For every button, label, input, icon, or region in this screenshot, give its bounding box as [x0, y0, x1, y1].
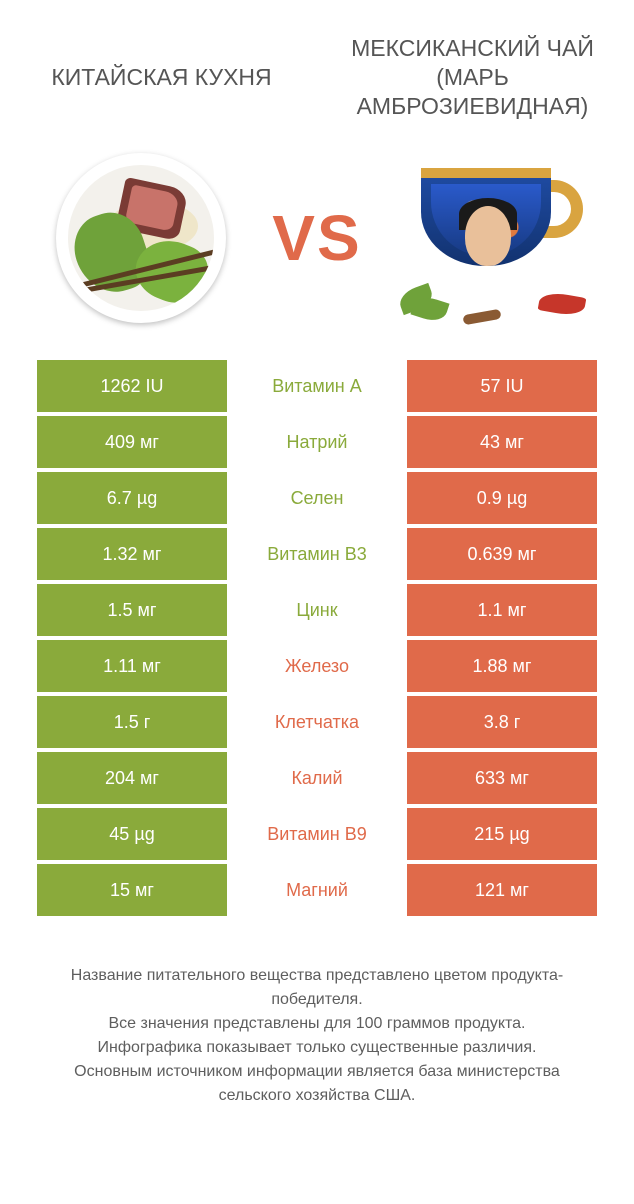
left-value-cell: 6.7 µg [37, 472, 227, 524]
table-row: 204 мгКалий633 мг [37, 752, 597, 808]
footer-line: Инфографика показывает только существенн… [37, 1036, 597, 1060]
nutrient-name-cell: Магний [227, 864, 407, 916]
nutrient-name-cell: Клетчатка [227, 696, 407, 748]
footer-line: Основным источником информации является … [37, 1060, 597, 1108]
left-value-cell: 1.11 мг [37, 640, 227, 692]
left-value-cell: 15 мг [37, 864, 227, 916]
table-row: 1.5 гКлетчатка3.8 г [37, 696, 597, 752]
right-value-cell: 0.639 мг [407, 528, 597, 580]
nutrient-name-cell: Селен [227, 472, 407, 524]
table-row: 1.32 мгВитамин B30.639 мг [37, 528, 597, 584]
nutrient-name-cell: Калий [227, 752, 407, 804]
right-value-cell: 215 µg [407, 808, 597, 860]
food-left-title: КИТАЙСКАЯ КУХНЯ [18, 63, 305, 92]
left-value-cell: 45 µg [37, 808, 227, 860]
nutrient-name-cell: Цинк [227, 584, 407, 636]
comparison-table: 1262 IUВитамин A57 IU409 мгНатрий43 мг6.… [37, 360, 597, 920]
nutrient-name-cell: Железо [227, 640, 407, 692]
right-value-cell: 57 IU [407, 360, 597, 412]
footer-line: Название питательного вещества представл… [37, 964, 597, 1012]
food-left-image [51, 148, 231, 328]
cup-icon [403, 158, 583, 318]
right-value-cell: 121 мг [407, 864, 597, 916]
infographic-root: КИТАЙСКАЯ КУХНЯ МЕКСИКАНСКИЙ ЧАЙ (МАРЬ А… [0, 0, 634, 1204]
nutrient-name-cell: Натрий [227, 416, 407, 468]
right-value-cell: 1.88 мг [407, 640, 597, 692]
right-value-cell: 43 мг [407, 416, 597, 468]
right-value-cell: 0.9 µg [407, 472, 597, 524]
left-value-cell: 409 мг [37, 416, 227, 468]
nutrient-name-cell: Витамин B3 [227, 528, 407, 580]
food-right-image [403, 148, 583, 328]
table-row: 1.11 мгЖелезо1.88 мг [37, 640, 597, 696]
left-value-cell: 1.5 г [37, 696, 227, 748]
left-value-cell: 1262 IU [37, 360, 227, 412]
table-row: 15 мгМагний121 мг [37, 864, 597, 920]
left-value-cell: 204 мг [37, 752, 227, 804]
food-right-title: МЕКСИКАНСКИЙ ЧАЙ (МАРЬ АМБРОЗИЕВИДНАЯ) [329, 34, 616, 120]
left-value-cell: 1.32 мг [37, 528, 227, 580]
title-row: КИТАЙСКАЯ КУХНЯ МЕКСИКАНСКИЙ ЧАЙ (МАРЬ А… [0, 0, 634, 120]
footer-line: Все значения представлены для 100 граммо… [37, 1012, 597, 1036]
table-row: 6.7 µgСелен0.9 µg [37, 472, 597, 528]
nutrient-name-cell: Витамин A [227, 360, 407, 412]
vs-label: VS [272, 201, 361, 275]
table-row: 45 µgВитамин B9215 µg [37, 808, 597, 864]
table-row: 1.5 мгЦинк1.1 мг [37, 584, 597, 640]
table-row: 409 мгНатрий43 мг [37, 416, 597, 472]
right-value-cell: 3.8 г [407, 696, 597, 748]
nutrient-name-cell: Витамин B9 [227, 808, 407, 860]
right-value-cell: 633 мг [407, 752, 597, 804]
vs-row: VS [0, 120, 634, 352]
left-value-cell: 1.5 мг [37, 584, 227, 636]
right-value-cell: 1.1 мг [407, 584, 597, 636]
footer-notes: Название питательного вещества представл… [37, 964, 597, 1108]
bowl-icon [56, 153, 226, 323]
table-row: 1262 IUВитамин A57 IU [37, 360, 597, 416]
